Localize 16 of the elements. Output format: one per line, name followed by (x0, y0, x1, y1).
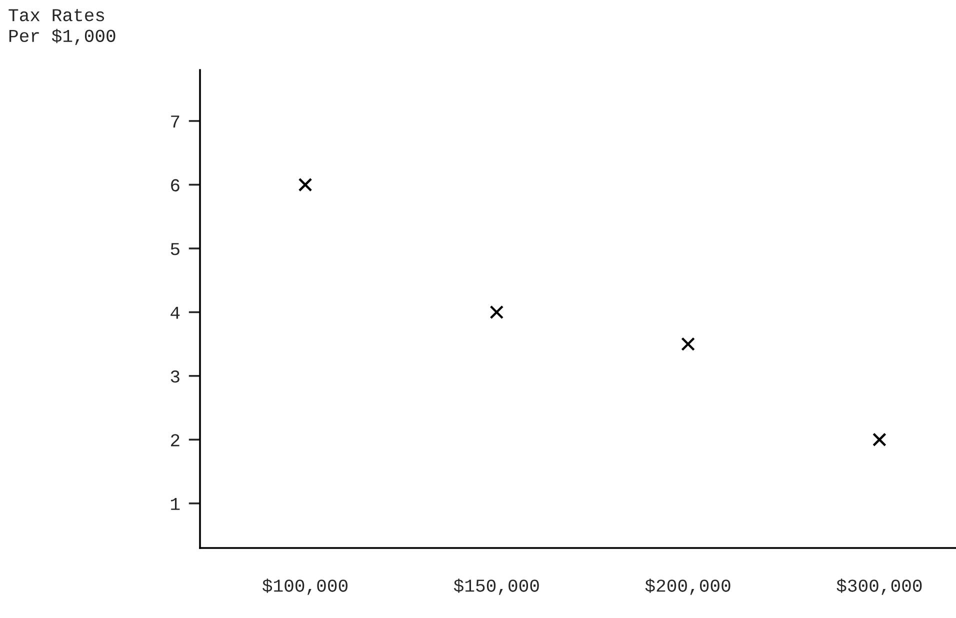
point (298, 178, 312, 192)
point (681, 337, 695, 351)
x-tick-label: $300,000 (836, 578, 922, 595)
point (872, 432, 886, 447)
y-tick-label: 1 (171, 498, 180, 510)
point (490, 305, 504, 320)
x-tick-label: $100,000 (262, 578, 348, 595)
y-tick-label: 7 (171, 116, 180, 128)
x-tick-label: $150,000 (454, 578, 539, 595)
y-tick-label: 4 (170, 306, 180, 319)
y-axis-title: Tax Rates Per $1,000 (8, 9, 116, 46)
y-tick-label: 3 (170, 370, 180, 383)
y-tick-label: 2 (170, 434, 180, 446)
y-tick-label: 6 (171, 179, 180, 192)
y-tick-label: 5 (170, 243, 180, 256)
x-tick-label: $200,000 (645, 578, 730, 595)
